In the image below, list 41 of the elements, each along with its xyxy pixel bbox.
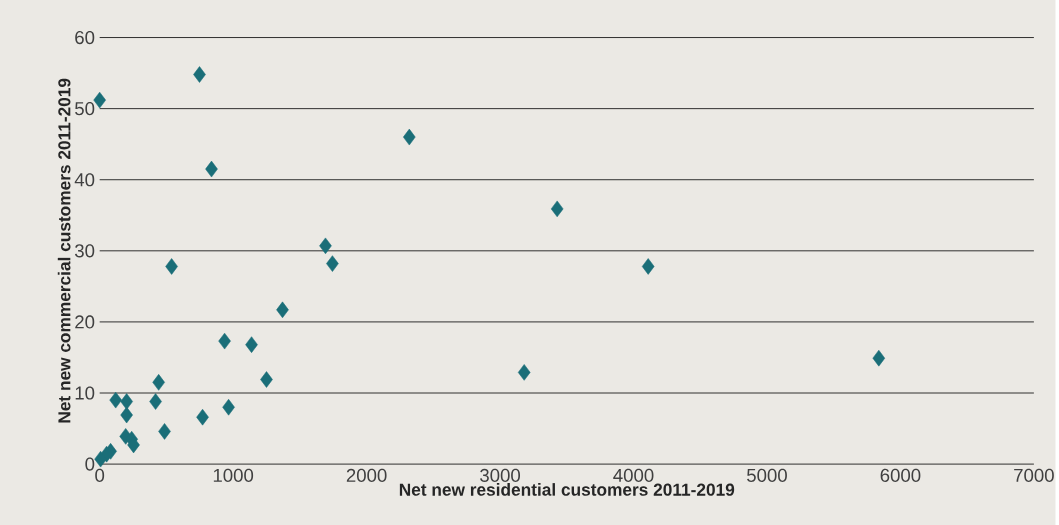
point: [403, 128, 416, 146]
point: [319, 237, 332, 254]
point: [245, 336, 258, 353]
point: [109, 391, 122, 409]
point: [149, 393, 162, 410]
x-tick-label: 1000: [213, 468, 254, 482]
x-tick-label: 5000: [747, 468, 787, 482]
x-tick-label: 4000: [613, 468, 654, 482]
point: [517, 364, 531, 381]
point: [196, 408, 209, 426]
point: [120, 393, 133, 410]
x-tick-label: 3000: [480, 468, 521, 482]
x-axis-title: Net new residential customers 2011-2019: [399, 483, 735, 496]
x-tick-label: 6000: [880, 468, 921, 482]
point: [276, 301, 289, 318]
y-tick-label: 10: [75, 386, 95, 400]
point: [205, 160, 218, 178]
y-tick-label: 0: [85, 457, 95, 471]
point: [94, 450, 107, 468]
y-tick-label: 50: [75, 101, 95, 116]
x-tick-label: 2000: [346, 468, 387, 482]
point: [326, 255, 339, 272]
point: [158, 423, 171, 440]
y-tick-label: 60: [75, 30, 95, 45]
point: [165, 258, 178, 275]
point: [872, 349, 886, 367]
point: [218, 332, 231, 350]
point: [550, 200, 564, 218]
point: [222, 398, 235, 416]
point: [93, 91, 106, 109]
y-tick-label: 30: [75, 244, 95, 258]
point: [193, 66, 206, 83]
point: [120, 406, 133, 424]
x-tick-label: 0: [95, 468, 105, 482]
point: [260, 371, 273, 388]
point: [641, 258, 655, 275]
x-tick-label: 7000: [1014, 468, 1054, 482]
y-tick-label: 20: [75, 315, 95, 329]
y-axis-title: Net new commercial customers 2011-2019: [57, 78, 71, 423]
y-tick-label: 40: [74, 173, 95, 187]
point: [152, 373, 165, 391]
